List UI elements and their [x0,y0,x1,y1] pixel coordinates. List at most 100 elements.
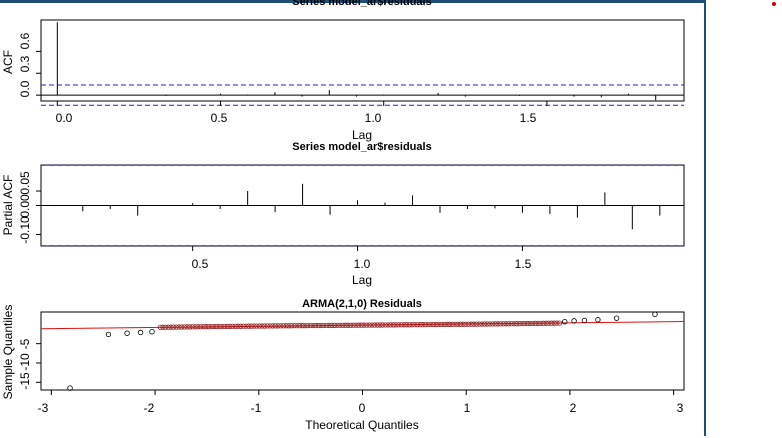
qq-point [439,321,445,328]
qq-point [540,320,547,326]
qq-point [431,321,437,328]
acf-x-tick-label: 1.0 [365,111,382,125]
qq-point [192,324,198,330]
qq-point [385,322,391,328]
qq-point [179,324,185,330]
qq-point [543,320,549,326]
qq-point [571,318,577,324]
window-frame-right [704,0,706,436]
qq-point [404,322,410,328]
qq-point [527,320,533,327]
qq-point [361,322,367,328]
qq-point [369,322,375,328]
qq-point [342,322,348,328]
pacf-x-axis-label: Lag [352,273,372,287]
qq-point [514,321,520,327]
qq-point [224,323,230,329]
qq-point [425,321,431,328]
qq-point [264,323,271,329]
qq-y-tick-label: -15 [18,372,32,390]
qq-x-tick-label: 0 [359,401,366,415]
qq-point [105,331,112,338]
qq-point [291,323,297,329]
qq-point [447,321,453,327]
qq-point [417,322,423,328]
qq-point [157,324,163,330]
qq-x-axis: -3 -2 -1 0 1 2 3 [38,401,684,415]
qq-point [503,321,509,327]
pacf-x-axis: 0.5 1.0 1.5 [192,257,532,271]
qq-point [487,321,493,327]
qq-point [393,322,399,328]
qq-point [160,324,166,330]
qq-point [272,323,279,329]
pacf-panel: Series model_ar$residuals 0.5 1.0 1.5 -0… [1,141,685,287]
pacf-y-tick-label: -0.10 [18,216,32,244]
qq-y-axis-label: Sample Quantiles [1,305,15,400]
qq-x-axis-label: Theoretical Quantiles [305,418,418,432]
qq-point [358,322,364,328]
qq-point [329,322,335,328]
qq-point [471,321,477,327]
qq-point [595,317,601,323]
qq-point [347,322,354,328]
qq-point [256,323,263,329]
qq-point [302,323,308,329]
qq-point [254,323,260,329]
qq-point [350,322,356,328]
qq-point [449,321,455,327]
qq-point [227,323,233,329]
qq-panel: ARMA(2,1,0) Residuals -3 -2 -1 0 1 2 3 -… [1,298,685,432]
qq-point [473,321,480,327]
qq-point [374,322,380,328]
qq-point [581,317,588,324]
qq-point [149,328,155,335]
qq-point [492,321,498,327]
diagnostics-figure: Series model_ar$residuals 0.0 0.5 1.0 1.… [1,0,685,432]
qq-point [388,322,394,328]
qq-point [479,321,485,327]
qq-point [530,320,536,327]
qq-point [165,324,171,330]
qq-title: ARMA(2,1,0) Residuals [302,298,422,310]
qq-point [181,324,187,330]
qq-point [297,323,303,329]
qq-point [457,321,463,327]
acf-panel: Series model_ar$residuals 0.0 0.5 1.0 1.… [1,0,685,142]
qq-point [313,322,319,329]
qq-point [412,322,418,328]
qq-point [334,322,340,328]
qq-point [310,322,316,329]
qq-point [519,320,525,327]
plot-window: Series model_ar$residuals 0.0 0.5 1.0 1.… [0,0,706,436]
qq-point [238,323,244,329]
qq-point [460,321,466,327]
qq-point [288,323,295,329]
pacf-y-tick-label: 0.00 [18,194,32,218]
acf-y-tick-label: 0.6 [18,32,32,49]
qq-point [294,323,300,329]
qq-point [652,311,658,318]
qq-point [476,321,482,327]
qq-point [267,323,273,329]
qq-point [489,321,496,327]
qq-series [36,311,685,395]
qq-point [484,321,490,327]
qq-point [396,322,402,328]
qq-point [251,323,257,329]
qq-point [67,385,73,391]
qq-point [243,323,249,329]
qq-point [401,322,407,328]
qq-point [414,322,421,328]
qq-point [345,322,351,328]
qq-point [511,321,517,327]
qq-point [441,321,447,328]
qq-point [187,324,193,330]
qq-point [546,320,552,326]
qq-point [551,320,557,326]
qq-point [219,323,225,330]
qq-point [246,323,252,329]
qq-point [420,322,426,328]
qq-x-tick-label: 2 [570,401,577,415]
qq-point [275,323,281,329]
